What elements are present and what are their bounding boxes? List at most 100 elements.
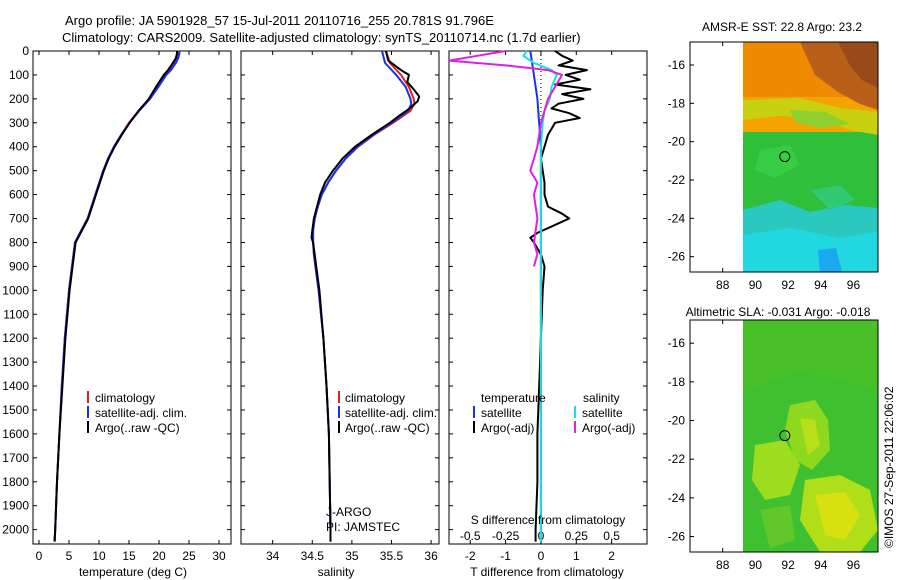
- y-tick-label: 1200: [2, 331, 29, 345]
- temperature-legend: climatology satellite-adj. clim. Argo(..…: [87, 391, 187, 435]
- legend-label-t-argo: Argo(-adj): [481, 421, 534, 435]
- y-tick-label: 900: [9, 259, 29, 273]
- map-y-tick-label: -20: [668, 135, 686, 149]
- s-tick-label: -0.25: [492, 529, 520, 543]
- map-x-tick-label: 92: [781, 558, 795, 572]
- profile-lines: [53, 50, 592, 542]
- sst-map-title: AMSR-E SST: 22.8 Argo: 23.2: [702, 20, 862, 34]
- x-tick-label: 2: [608, 549, 615, 563]
- legend-label-climatology: climatology: [345, 391, 405, 405]
- series-line-s-argo-adj-: [448, 50, 564, 267]
- map-y-tick-label: -22: [668, 173, 686, 187]
- x-tick-label: 10: [92, 549, 106, 563]
- legend-label-argo: Argo(..raw -QC): [95, 421, 180, 435]
- x-tick-label: 0: [538, 549, 545, 563]
- x-tick-label: 36: [424, 549, 438, 563]
- legend-heading-salinity: salinity: [583, 391, 620, 405]
- temperature-axes: [32, 50, 232, 545]
- sla-map-image: [743, 320, 878, 552]
- x-tick-label: 1: [573, 549, 580, 563]
- y-tick-label: 1400: [2, 379, 29, 393]
- map-x-tick-label: 88: [716, 558, 730, 572]
- series-line-argo-raw-qc-: [53, 51, 178, 542]
- x-tick-label: 34: [266, 549, 280, 563]
- sst-map-axes: [689, 41, 879, 273]
- salinity-legend: climatology satellite-adj. clim. Argo(..…: [326, 391, 437, 534]
- y-tick-label: 700: [9, 212, 29, 226]
- x-tick-label: 35.5: [380, 549, 404, 563]
- legend-label-satellite: satellite-adj. clim.: [95, 406, 187, 420]
- series-line-t-satellite: [529, 50, 542, 542]
- y-tick-label: 1100: [3, 307, 29, 321]
- sla-argo-marker: [779, 430, 791, 442]
- temperature-xlabel: temperature (deg C): [79, 565, 187, 579]
- map-x-tick-label: 94: [814, 278, 828, 292]
- figure-title-line2: Climatology: CARS2009. Satellite-adjuste…: [62, 30, 581, 45]
- salinity-annotation-line1: J-ARGO: [326, 505, 371, 519]
- series-line-argo-raw-qc-: [310, 50, 421, 542]
- y-tick-label: 500: [9, 164, 29, 178]
- map-x-tick-label: 90: [749, 278, 763, 292]
- legend-label-argo: Argo(..raw -QC): [345, 421, 430, 435]
- y-tick-label: 1300: [2, 355, 29, 369]
- s-tick-label: -0.5: [460, 529, 481, 543]
- series-line-t-argo-adj-: [529, 50, 592, 542]
- map-y-tick-label: -26: [668, 530, 686, 544]
- y-tick-label: 800: [9, 235, 29, 249]
- y-tick-label: 0: [22, 44, 29, 58]
- map-y-tick-label: -18: [668, 96, 686, 110]
- difference-axes: [448, 50, 648, 545]
- map-y-tick-label: -22: [668, 452, 686, 466]
- x-tick-label: 30: [212, 549, 226, 563]
- map-y-tick-label: -18: [668, 375, 686, 389]
- series-line-satellite-adj-clim-: [53, 51, 181, 542]
- series-line-satellite-adj-clim-: [312, 50, 413, 542]
- sst-argo-marker: [779, 151, 791, 163]
- legend-label-s-argo: Argo(-adj): [582, 421, 635, 435]
- y-tick-label: 1800: [2, 475, 29, 489]
- series-line-climatology: [53, 51, 179, 542]
- y-tick-label: 200: [9, 92, 29, 106]
- x-tick-label: 34.5: [301, 549, 325, 563]
- salinity-axes: [240, 50, 440, 545]
- y-tick-label: 300: [9, 116, 29, 130]
- legend-heading-temperature: temperature: [481, 391, 546, 405]
- map-y-tick-label: -20: [668, 414, 686, 428]
- y-tick-label: 600: [9, 188, 29, 202]
- map-y-tick-label: -24: [668, 491, 686, 505]
- x-tick-label: 5: [66, 549, 73, 563]
- legend-label-s-satellite: satellite: [582, 406, 623, 420]
- y-tick-label: 1900: [2, 499, 29, 513]
- salinity-annotation-line2: PI: JAMSTEC: [326, 520, 400, 534]
- x-tick-label: 15: [122, 549, 136, 563]
- y-tick-label: 400: [9, 140, 29, 154]
- y-tick-label: 2000: [2, 523, 29, 537]
- sla-map-title: Altimetric SLA: -0.031 Argo: -0.018: [686, 305, 871, 319]
- map-y-tick-label: -16: [668, 58, 686, 72]
- map-x-tick-label: 94: [814, 558, 828, 572]
- difference-xlabel-salinity: S difference from climatology: [471, 513, 626, 527]
- difference-legend: temperature salinity satellite Argo(-adj…: [473, 391, 635, 435]
- x-tick-label: 20: [152, 549, 166, 563]
- x-tick-label: 25: [182, 549, 196, 563]
- map-y-tick-label: -26: [668, 250, 686, 264]
- salinity-xlabel: salinity: [318, 565, 355, 579]
- s-tick-label: 0.5: [603, 529, 620, 543]
- legend-label-climatology: climatology: [95, 391, 155, 405]
- y-tick-label: 1500: [2, 403, 29, 417]
- map-x-tick-label: 96: [847, 558, 861, 572]
- map-y-tick-label: -24: [668, 211, 686, 225]
- x-tick-label: -1: [500, 549, 511, 563]
- map-x-tick-label: 92: [781, 278, 795, 292]
- x-tick-label: -2: [465, 549, 476, 563]
- y-tick-label: 1000: [2, 283, 29, 297]
- x-tick-label: 0: [36, 549, 43, 563]
- map-x-tick-label: 88: [716, 278, 730, 292]
- x-tick-label: 35: [345, 549, 359, 563]
- copyright-stamp: ©IMOS 27-Sep-2011 22:06:02: [882, 386, 896, 548]
- y-tick-label: 100: [9, 68, 29, 82]
- difference-xlabel: T difference from climatology: [470, 565, 624, 579]
- map-x-tick-label: 96: [847, 278, 861, 292]
- s-tick-label: 0.25: [565, 529, 589, 543]
- sla-map-axes: [689, 319, 879, 553]
